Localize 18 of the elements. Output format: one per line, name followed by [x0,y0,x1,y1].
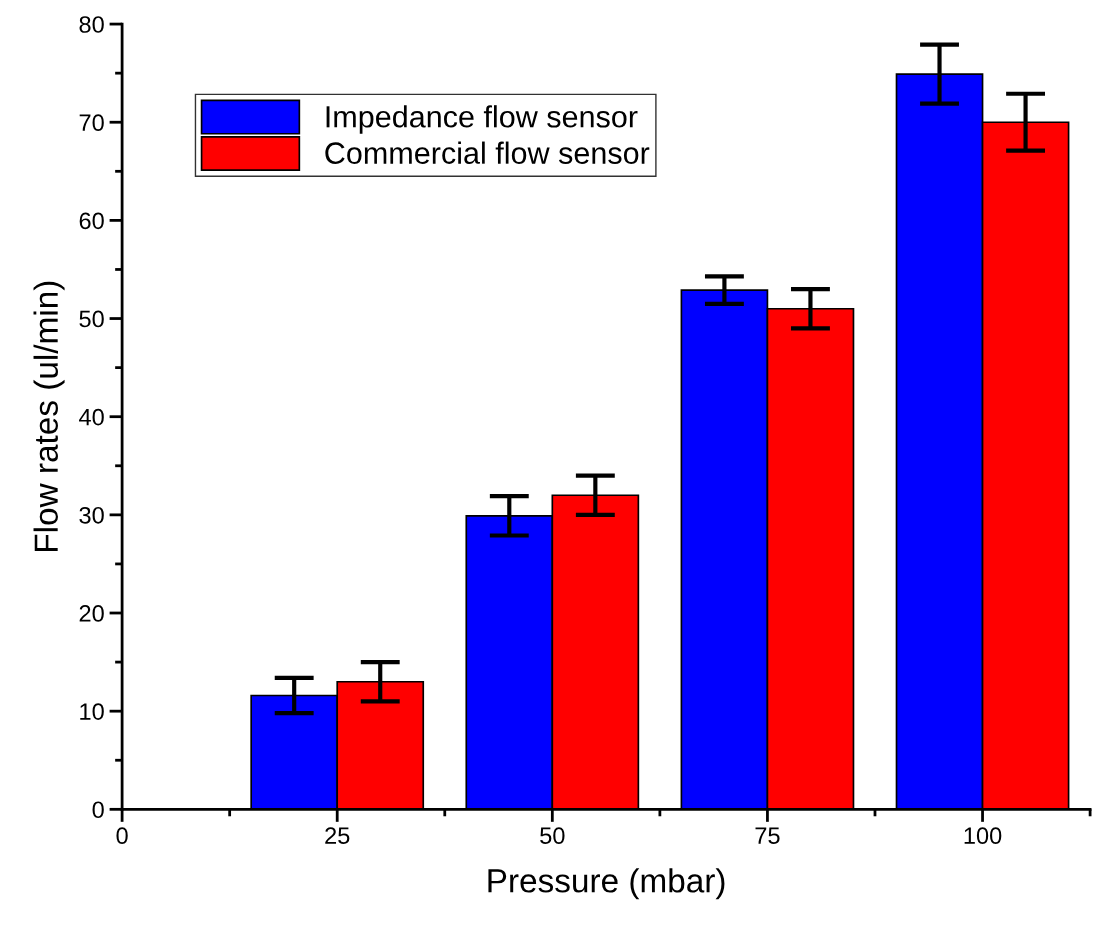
legend-label: Impedance flow sensor [326,105,638,134]
x-tick-label: 50 [540,827,565,845]
legend-label: Commercial flow sensor [325,141,650,164]
y-tick-label: 80 [79,16,104,33]
y-tick-label: 0 [92,801,104,819]
x-tick-label: 0 [116,827,128,845]
x-axis-title: Pressure (mbar) [488,868,725,900]
y-tick-label: 30 [79,506,104,524]
y-tick-label: 40 [79,408,104,426]
y-tick-label: 50 [79,310,104,328]
y-axis-title: Flow rates (ul/min) [33,281,65,552]
y-tick-label: 10 [80,703,104,720]
y-tick-label: 20 [79,605,104,622]
x-tick-label: 100 [964,827,1002,845]
x-tick-label: 25 [325,827,350,845]
y-tick-label: 60 [79,212,104,230]
x-tick-label: 75 [755,827,780,845]
y-tick-label: 70 [79,114,104,132]
